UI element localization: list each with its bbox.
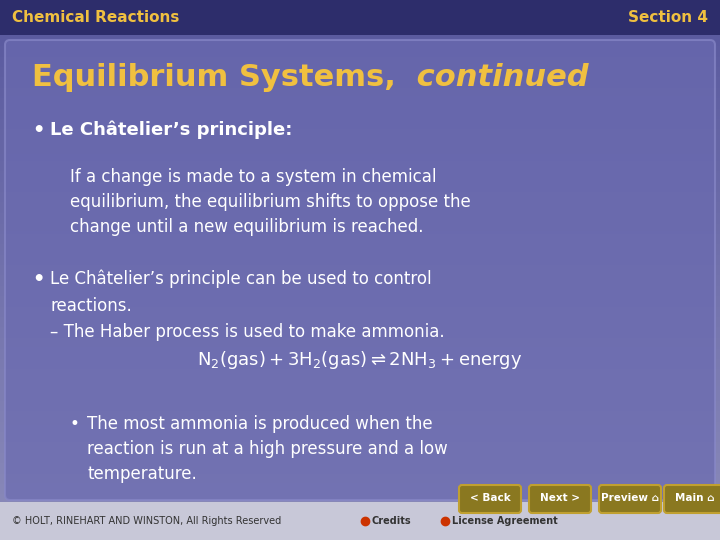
FancyBboxPatch shape bbox=[664, 485, 720, 513]
Text: Le Châtelier’s principle:: Le Châtelier’s principle: bbox=[50, 121, 292, 139]
Text: Next >: Next > bbox=[540, 493, 580, 503]
Text: $\mathrm{N_2(gas) + 3H_2(gas) \rightleftharpoons 2NH_3 + energy}$: $\mathrm{N_2(gas) + 3H_2(gas) \rightleft… bbox=[197, 349, 523, 371]
Text: < Back: < Back bbox=[469, 493, 510, 503]
Text: Preview ⌂: Preview ⌂ bbox=[601, 493, 659, 503]
Text: •: • bbox=[70, 415, 80, 433]
Text: Le Châtelier’s principle can be used to control
reactions.
– The Haber process i: Le Châtelier’s principle can be used to … bbox=[50, 270, 445, 341]
Text: •: • bbox=[32, 270, 45, 289]
Text: If a change is made to a system in chemical
equilibrium, the equilibrium shifts : If a change is made to a system in chemi… bbox=[70, 168, 471, 236]
Text: Main ⌂: Main ⌂ bbox=[675, 493, 715, 503]
Text: Chemical Reactions: Chemical Reactions bbox=[12, 10, 179, 25]
FancyBboxPatch shape bbox=[0, 0, 720, 35]
Text: Equilibrium Systems,: Equilibrium Systems, bbox=[32, 64, 407, 92]
Text: continued: continued bbox=[407, 64, 589, 92]
FancyBboxPatch shape bbox=[529, 485, 591, 513]
FancyBboxPatch shape bbox=[0, 502, 720, 540]
Text: Section 4: Section 4 bbox=[628, 10, 708, 25]
Text: •: • bbox=[32, 120, 45, 139]
Text: The most ammonia is produced when the
reaction is run at a high pressure and a l: The most ammonia is produced when the re… bbox=[87, 415, 448, 483]
FancyBboxPatch shape bbox=[599, 485, 661, 513]
FancyBboxPatch shape bbox=[5, 40, 715, 500]
Text: © HOLT, RINEHART AND WINSTON, All Rights Reserved: © HOLT, RINEHART AND WINSTON, All Rights… bbox=[12, 516, 282, 526]
FancyBboxPatch shape bbox=[459, 485, 521, 513]
Text: Credits: Credits bbox=[372, 516, 412, 526]
Text: License Agreement: License Agreement bbox=[452, 516, 558, 526]
